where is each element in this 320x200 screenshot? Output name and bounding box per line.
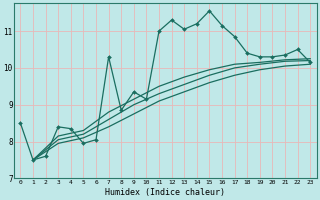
X-axis label: Humidex (Indice chaleur): Humidex (Indice chaleur) bbox=[105, 188, 225, 197]
